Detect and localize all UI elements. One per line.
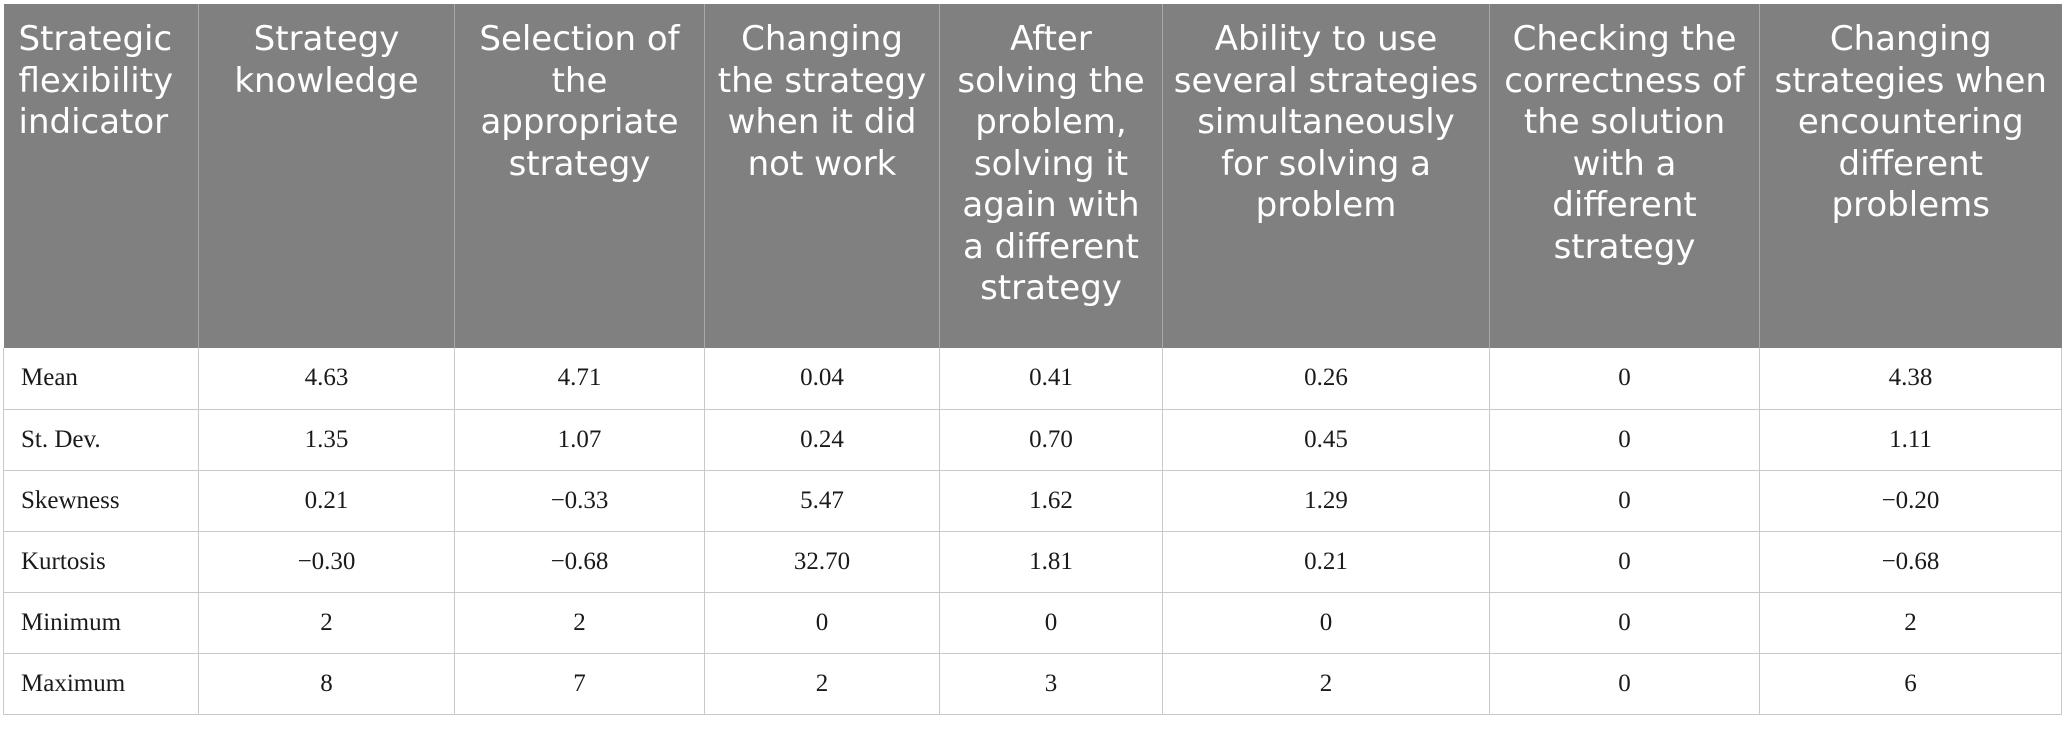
table-cell: 2 [454,592,705,654]
table-cell: 0 [1162,592,1490,654]
table-row: Maximum 8 7 2 3 2 0 6 [3,653,2062,715]
header-strategy-knowledge: Strategy knowledge [198,4,455,348]
table-cell: 6 [1759,653,2062,715]
table-cell: 4.71 [454,348,705,410]
header-row: Strategic flexibility indicator Strategy… [3,4,2062,348]
table-cell: 0.24 [704,409,940,471]
table-row: Kurtosis −0.30 −0.68 32.70 1.81 0.21 0 −… [3,531,2062,593]
table-cell: 3 [939,653,1163,715]
header-changing-strategy: Changing the strategy when it did not wo… [704,4,940,348]
header-several-strategies: Ability to use several strategies simult… [1162,4,1490,348]
table-cell: 2 [704,653,940,715]
table-cell: −0.33 [454,470,705,532]
table-cell: 7 [454,653,705,715]
table-row: Skewness 0.21 −0.33 5.47 1.62 1.29 0 −0.… [3,470,2062,532]
row-label: Skewness [3,470,199,532]
row-label: Maximum [3,653,199,715]
table-cell: 2 [1759,592,2062,654]
header-checking-correctness: Checking the correctness of the solution… [1489,4,1760,348]
table-cell: 0.70 [939,409,1163,471]
table-header: Strategic flexibility indicator Strategy… [3,4,2062,348]
table-cell: 0 [1489,409,1760,471]
descriptive-statistics-table: Strategic flexibility indicator Strategy… [3,4,2062,715]
table-cell: −0.20 [1759,470,2062,532]
table-cell: 0.41 [939,348,1163,410]
row-label: Minimum [3,592,199,654]
table-cell: 0.21 [198,470,455,532]
table-cell: 0.21 [1162,531,1490,593]
table-cell: 0 [1489,470,1760,532]
table-cell: −0.68 [1759,531,2062,593]
row-label: Mean [3,348,199,410]
table-cell: 2 [198,592,455,654]
table-cell: 4.63 [198,348,455,410]
row-label: Kurtosis [3,531,199,593]
table-cell: 8 [198,653,455,715]
table-row: Mean 4.63 4.71 0.04 0.41 0.26 0 4.38 [3,348,2062,410]
table-cell: 1.11 [1759,409,2062,471]
header-changing-strategies-problems: Changing strategies when encountering di… [1759,4,2062,348]
table-cell: 0 [1489,592,1760,654]
table-row: Minimum 2 2 0 0 0 0 2 [3,592,2062,654]
table-cell: 0 [1489,653,1760,715]
table-row: St. Dev. 1.35 1.07 0.24 0.70 0.45 0 1.11 [3,409,2062,471]
table-cell: 4.38 [1759,348,2062,410]
header-indicator: Strategic flexibility indicator [3,4,199,348]
table-cell: 1.07 [454,409,705,471]
table-cell: 0.26 [1162,348,1490,410]
table-cell: 0.45 [1162,409,1490,471]
table-cell: 0.04 [704,348,940,410]
table-cell: 0 [1489,531,1760,593]
table-cell: 1.62 [939,470,1163,532]
table-cell: 5.47 [704,470,940,532]
table-cell: 32.70 [704,531,940,593]
row-label: St. Dev. [3,409,199,471]
table-cell: 2 [1162,653,1490,715]
table-cell: 1.35 [198,409,455,471]
table-cell: 0 [1489,348,1760,410]
table-cell: 1.29 [1162,470,1490,532]
table-cell: 1.81 [939,531,1163,593]
header-solving-again: After solving the problem, solving it ag… [939,4,1163,348]
header-selection-of-strategy: Selection of the appropriate strategy [454,4,705,348]
table-cell: 0 [939,592,1163,654]
table-cell: 0 [704,592,940,654]
table-cell: −0.30 [198,531,455,593]
table-cell: −0.68 [454,531,705,593]
table-body: Mean 4.63 4.71 0.04 0.41 0.26 0 4.38 St.… [3,348,2062,715]
